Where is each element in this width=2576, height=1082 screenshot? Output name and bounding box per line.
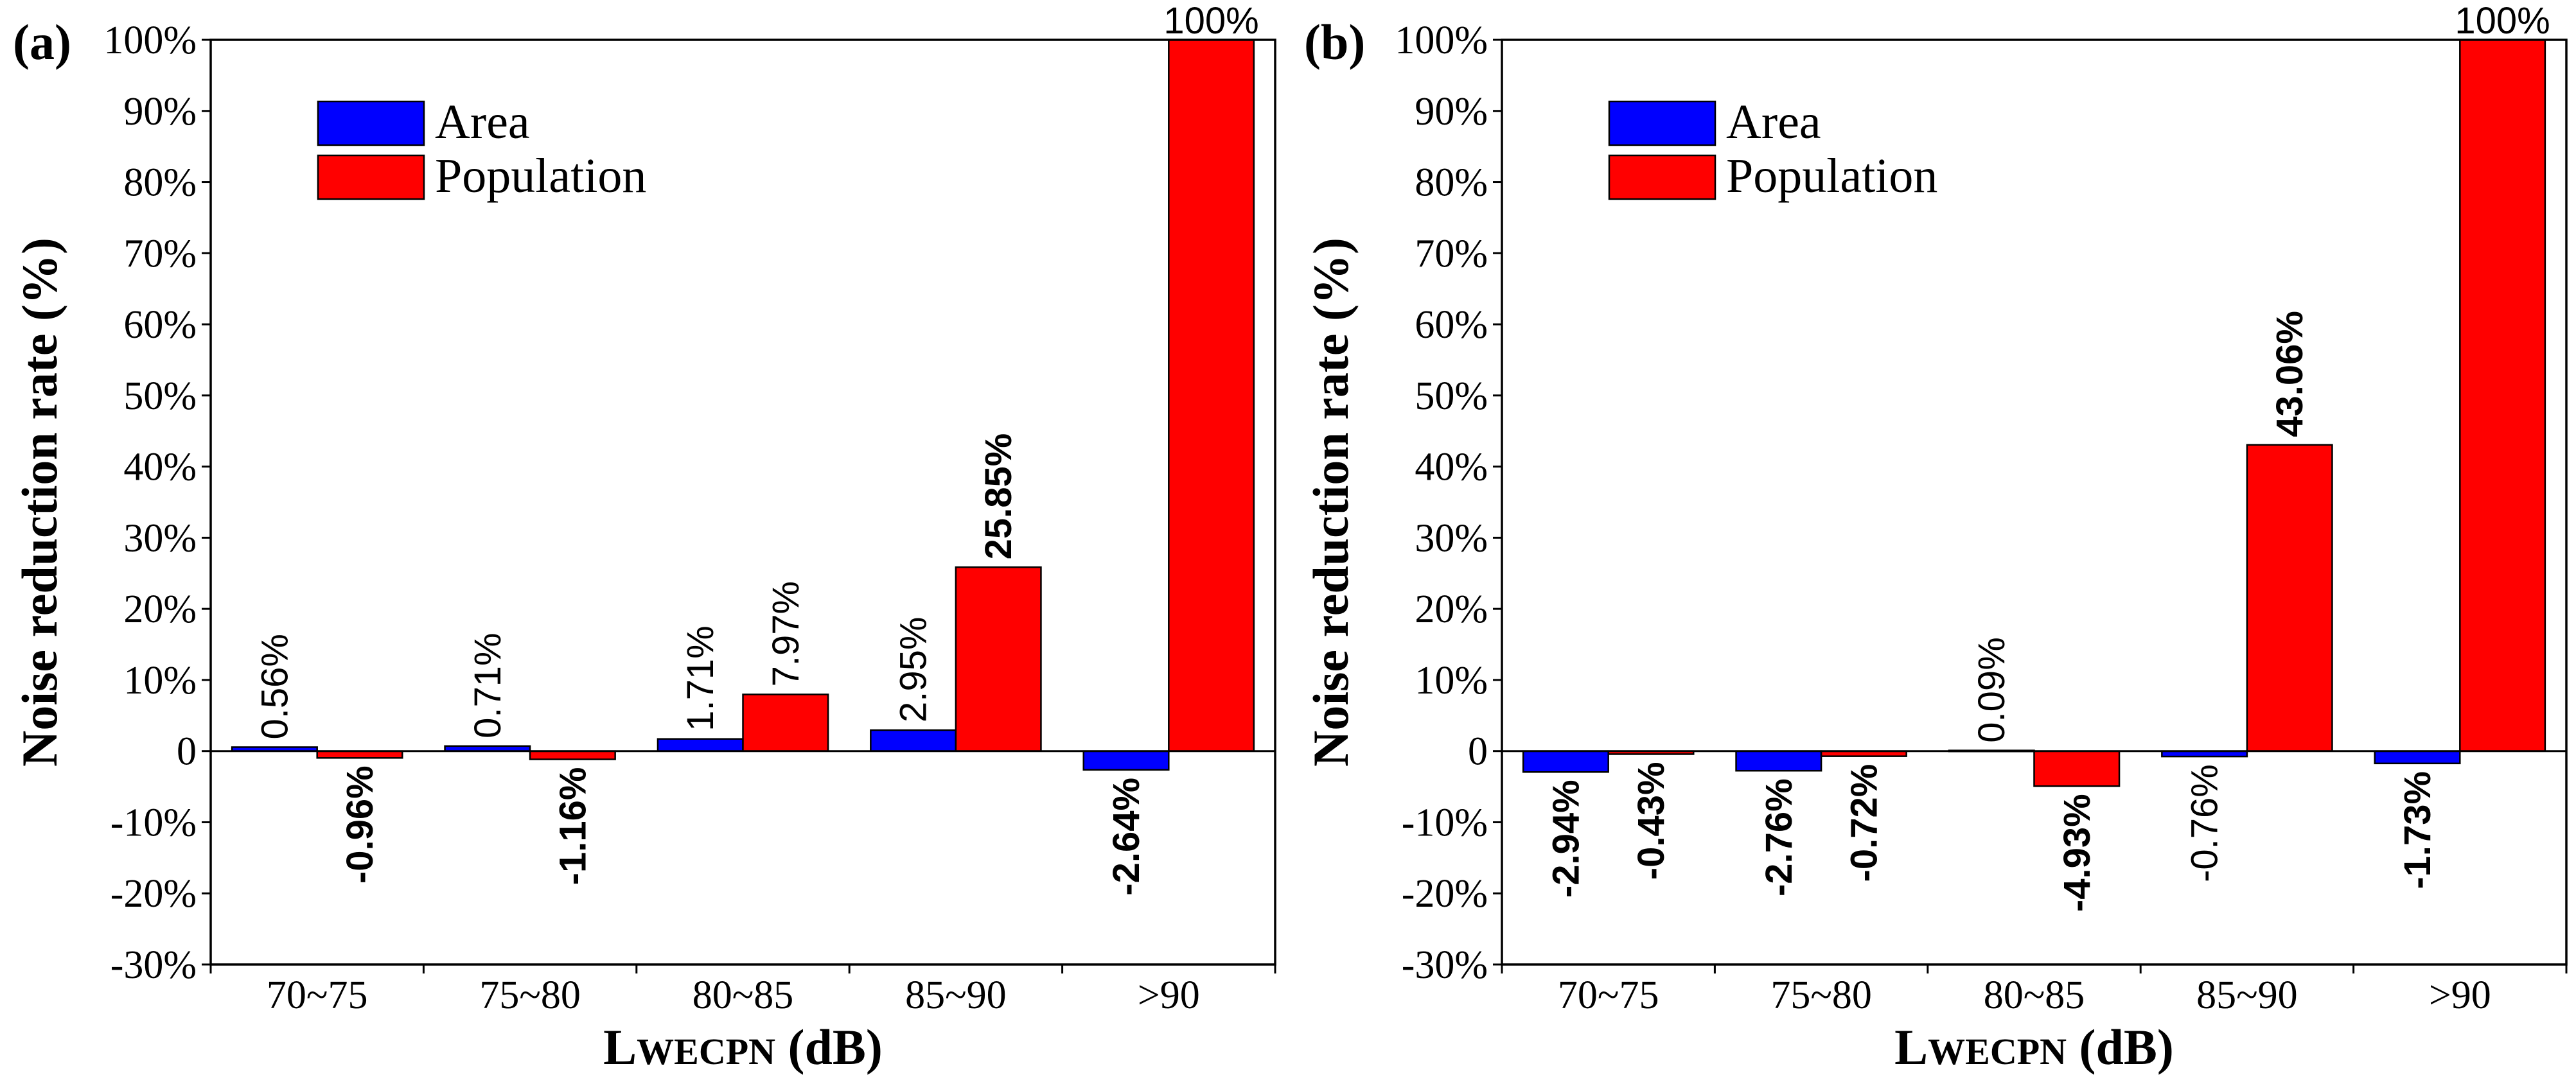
x-axis-title: LWECPN (dB) bbox=[1894, 1019, 2174, 1075]
y-tick-label: 20% bbox=[123, 588, 197, 631]
data-label: -2.76% bbox=[1758, 778, 1800, 896]
chart-panel-b: (b) -30% -20% -10% 0 10% 20% 30% 40% 50% 60% 70% 80%… bbox=[1303, 0, 2568, 1075]
y-tick-label: 90% bbox=[1415, 90, 1488, 134]
legend-label-population: Population bbox=[435, 149, 646, 203]
data-label: 100% bbox=[2455, 0, 2550, 42]
x-tick-label: >90 bbox=[2429, 973, 2491, 1017]
y-tick-label: 50% bbox=[123, 374, 197, 418]
y-tick-label: 70% bbox=[1415, 232, 1488, 275]
y-tick-label: 10% bbox=[1415, 659, 1488, 702]
x-axis-title-unit: (dB) bbox=[2067, 1019, 2174, 1075]
y-axis-title: Noise reduction rate (%) bbox=[12, 238, 67, 767]
y-tick-label: 80% bbox=[1415, 161, 1488, 205]
legend-swatch-area bbox=[1608, 100, 1716, 146]
data-label: -0.76% bbox=[2184, 764, 2226, 882]
data-label: 0.56% bbox=[254, 634, 296, 739]
bar-area bbox=[1522, 750, 1609, 773]
bar-population bbox=[1168, 39, 1255, 752]
bar-population bbox=[529, 750, 616, 760]
x-tick-label: 75~80 bbox=[1770, 973, 1872, 1017]
y-tick-label: 100% bbox=[103, 19, 197, 62]
x-axis-title: LWECPN (dB) bbox=[603, 1019, 883, 1075]
data-label: 1.71% bbox=[680, 625, 721, 731]
y-tick-label: 0 bbox=[1468, 730, 1488, 774]
y-tick-label: 10% bbox=[123, 659, 197, 702]
bar-area bbox=[1082, 750, 1170, 771]
y-tick-label: -30% bbox=[1402, 943, 1488, 987]
x-tick-label: >90 bbox=[1138, 973, 1200, 1017]
data-label: -4.93% bbox=[2056, 794, 2098, 912]
bar-population bbox=[2246, 444, 2333, 752]
x-tick-label: 85~90 bbox=[905, 973, 1007, 1017]
bar-population bbox=[2459, 39, 2546, 752]
y-axis-title: Noise reduction rate (%) bbox=[1303, 238, 1359, 767]
x-tick-label: 70~75 bbox=[267, 973, 368, 1017]
x-axis-title-unit: (dB) bbox=[775, 1019, 883, 1075]
data-label: 43.06% bbox=[2269, 311, 2311, 437]
y-tick-label: 80% bbox=[123, 161, 197, 205]
x-tick-label: 80~85 bbox=[1984, 973, 2085, 1017]
y-tick-label: -20% bbox=[110, 872, 197, 916]
plot-frame bbox=[209, 39, 1276, 966]
data-label: -0.43% bbox=[1630, 762, 1672, 880]
y-tick-label: 30% bbox=[123, 516, 197, 560]
y-tick-label: 90% bbox=[123, 90, 197, 134]
legend-swatch-population bbox=[1608, 154, 1716, 200]
y-tick-label: 50% bbox=[1415, 374, 1488, 418]
data-label: 7.97% bbox=[765, 581, 807, 686]
y-tick-label: 70% bbox=[123, 232, 197, 275]
y-tick-label: -10% bbox=[1402, 801, 1488, 844]
data-label: -2.64% bbox=[1106, 778, 1147, 896]
data-label: 25.85% bbox=[978, 433, 1019, 560]
data-label: -0.96% bbox=[339, 765, 381, 884]
legend-label-population: Population bbox=[1726, 149, 1937, 203]
legend-swatch-area bbox=[317, 100, 425, 146]
y-tick-label: 100% bbox=[1395, 19, 1488, 62]
data-label: 0.09% bbox=[1971, 637, 2013, 742]
x-axis-title-sub: WECPN bbox=[637, 1031, 775, 1072]
legend-swatch-population bbox=[317, 154, 425, 200]
data-label: -0.72% bbox=[1843, 764, 1885, 882]
y-tick-label: 40% bbox=[1415, 446, 1488, 489]
legend-label-area: Area bbox=[435, 95, 530, 149]
y-tick-label: 60% bbox=[1415, 303, 1488, 347]
bar-population bbox=[316, 750, 403, 759]
data-label: -1.73% bbox=[2397, 771, 2439, 889]
panel-letter: (b) bbox=[1304, 14, 1365, 70]
data-label: 100% bbox=[1163, 0, 1258, 42]
y-tick-label: 0 bbox=[177, 730, 197, 774]
y-tick-label: 30% bbox=[1415, 516, 1488, 560]
x-tick-label: 75~80 bbox=[479, 973, 581, 1017]
x-tick-label: 70~75 bbox=[1558, 973, 1659, 1017]
x-tick-label: 80~85 bbox=[693, 973, 794, 1017]
x-axis-title-main: L bbox=[1894, 1019, 1928, 1075]
bar-area bbox=[870, 729, 957, 752]
legend-label-area: Area bbox=[1726, 95, 1821, 149]
y-tick-label: 40% bbox=[123, 446, 197, 489]
data-label: -1.16% bbox=[552, 767, 594, 886]
y-tick-label: 60% bbox=[123, 303, 197, 347]
y-tick-label: -30% bbox=[110, 943, 197, 987]
data-label: -2.94% bbox=[1545, 780, 1587, 898]
bar-area bbox=[657, 738, 744, 752]
plot-frame bbox=[1501, 39, 2568, 966]
bar-population bbox=[742, 694, 829, 752]
data-label: 0.71% bbox=[467, 633, 509, 738]
bar-population bbox=[2033, 750, 2121, 787]
bar-area bbox=[2374, 750, 2461, 765]
x-axis-title-sub: WECPN bbox=[1928, 1031, 2067, 1072]
bar-area bbox=[1735, 750, 1822, 772]
y-tick-label: -20% bbox=[1402, 872, 1488, 916]
data-label: 2.95% bbox=[893, 617, 935, 722]
y-tick-label: 20% bbox=[1415, 588, 1488, 631]
x-tick-label: 85~90 bbox=[2196, 973, 2298, 1017]
x-axis-title-main: L bbox=[603, 1019, 637, 1075]
y-tick-label: -10% bbox=[110, 801, 197, 844]
chart-panel-a: (a) -30% -20% -10% 0 10% 20% 30% 40% 50% 60% 70% 80%… bbox=[12, 0, 1276, 1075]
bar-population bbox=[955, 566, 1042, 752]
panel-letter: (a) bbox=[13, 14, 71, 70]
